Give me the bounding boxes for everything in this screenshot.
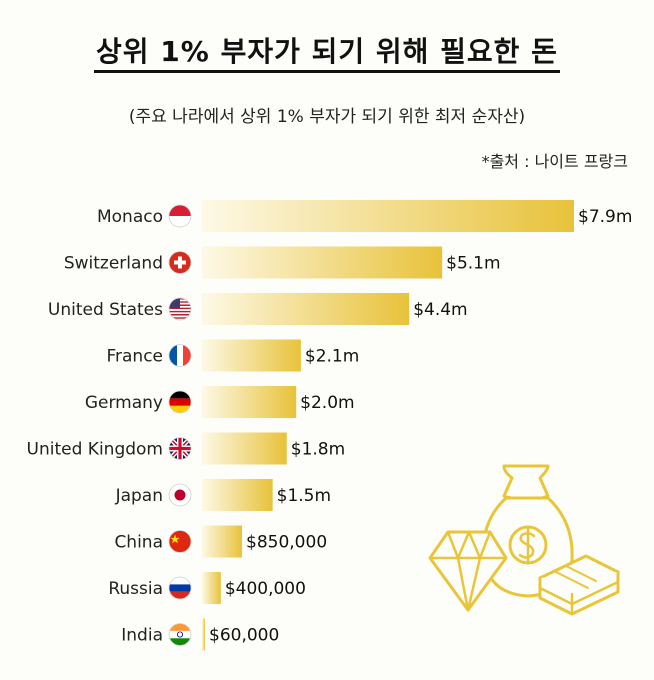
- data-label: $850,000: [246, 533, 327, 553]
- category-label: France: [106, 347, 163, 367]
- data-label: $7.9m: [578, 207, 632, 227]
- bar-united-states: [202, 293, 410, 325]
- chart-subtitle: (주요 나라에서 상위 1% 부자가 되기 위한 최저 순자산): [128, 107, 526, 127]
- chart-title-text: 상위 1% 부자가 되기 위해 필요한 돈: [94, 35, 560, 73]
- japan-flag-icon: [168, 483, 192, 507]
- category-label: Germany: [85, 393, 163, 413]
- germany-flag-icon: [168, 390, 192, 414]
- category-label: India: [121, 626, 163, 646]
- bar-russia: [202, 572, 221, 604]
- bar-germany: [202, 386, 297, 418]
- category-label: United Kingdom: [27, 440, 163, 460]
- category-label: Switzerland: [64, 254, 163, 274]
- data-label: $400,000: [225, 579, 306, 599]
- data-label: $1.8m: [291, 440, 345, 460]
- source-note: *출처 : 나이트 프랑크: [481, 152, 628, 171]
- category-label: China: [114, 533, 163, 553]
- bar-japan: [202, 479, 273, 511]
- data-label: $2.1m: [305, 347, 359, 367]
- bars-group: Monaco $7.9m Switzerland $5.1m United States…: [27, 200, 632, 651]
- bar-india: [202, 618, 205, 651]
- category-label: Russia: [108, 579, 163, 599]
- switzerland-flag-icon: [168, 251, 192, 274]
- data-label: $60,000: [209, 626, 279, 646]
- france-flag-icon: [168, 344, 192, 367]
- category-label: Monaco: [97, 207, 163, 227]
- bar-monaco: [202, 200, 574, 232]
- united-kingdom-flag-icon: [168, 437, 192, 460]
- monaco-flag-icon: [168, 204, 192, 228]
- money-bag-diamond-cash-icon: [428, 464, 620, 616]
- data-label: $1.5m: [277, 486, 331, 506]
- bar-switzerland: [202, 246, 443, 279]
- data-label: $2.0m: [300, 393, 354, 413]
- russia-flag-icon: [168, 576, 192, 600]
- data-label: $4.4m: [413, 300, 467, 320]
- china-flag-icon: [168, 530, 192, 553]
- category-label: Japan: [115, 486, 163, 506]
- united-states-flag-icon: [168, 297, 192, 321]
- data-label: $5.1m: [446, 254, 500, 274]
- bar-china: [202, 525, 243, 558]
- category-label: United States: [48, 300, 163, 320]
- india-flag-icon: [168, 623, 192, 646]
- bar-united-kingdom: [202, 432, 287, 465]
- chart-title: 상위 1% 부자가 되기 위해 필요한 돈: [0, 30, 654, 73]
- bar-france: [202, 339, 301, 372]
